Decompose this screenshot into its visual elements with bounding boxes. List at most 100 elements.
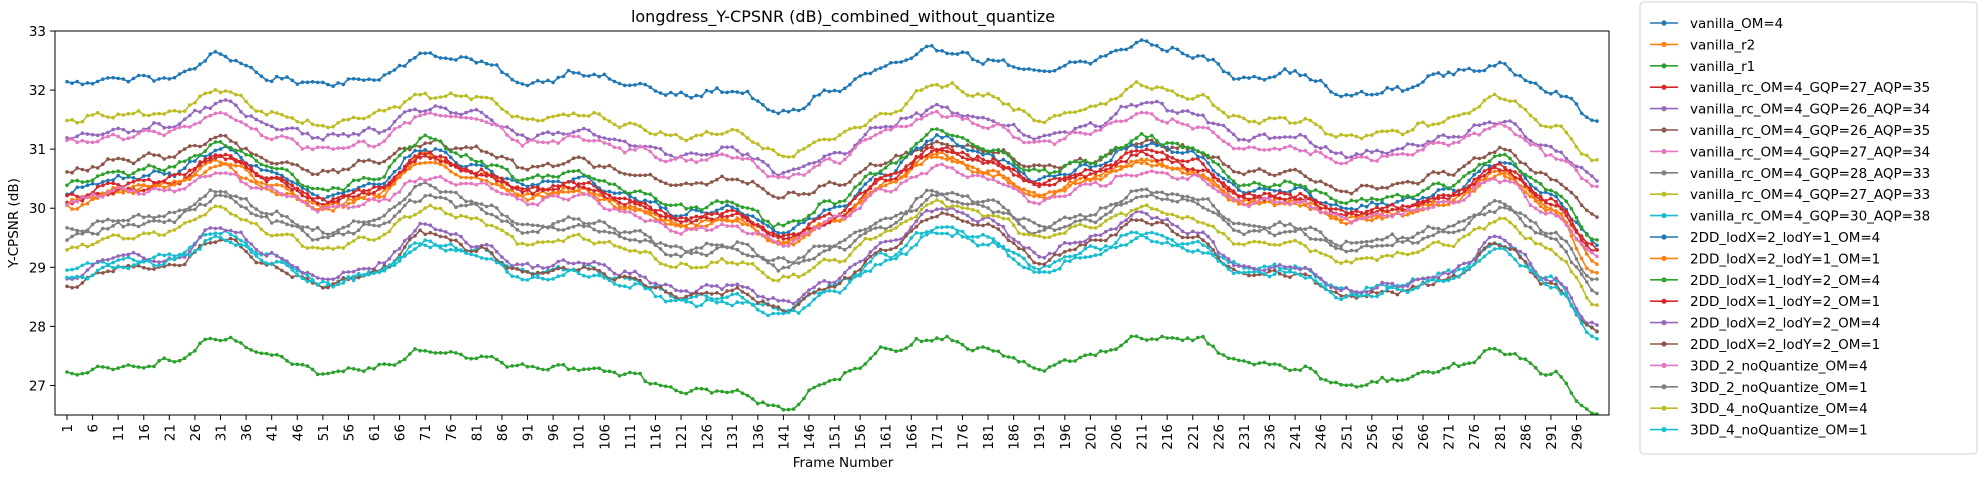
data-point: [576, 155, 581, 159]
data-point: [1477, 252, 1482, 256]
data-point: [285, 168, 289, 172]
data-point: [1057, 169, 1062, 174]
data-point: [208, 174, 213, 178]
data-point: [1533, 171, 1538, 175]
data-point: [1329, 203, 1333, 207]
data-point: [1042, 167, 1047, 172]
data-point: [924, 133, 929, 137]
data-point: [433, 96, 438, 100]
data-point: [878, 345, 883, 349]
data-point: [551, 268, 555, 273]
data-point: [730, 127, 734, 132]
data-point: [1385, 281, 1389, 286]
data-point: [1451, 134, 1456, 139]
data-point: [1180, 109, 1185, 113]
data-point: [1574, 399, 1579, 403]
data-point: [1201, 155, 1205, 160]
data-point: [1155, 159, 1159, 163]
data-point: [786, 299, 791, 304]
data-point: [848, 152, 852, 157]
data-point: [1124, 232, 1128, 237]
data-point: [1590, 212, 1594, 216]
data-point: [863, 198, 868, 202]
data-point: [438, 148, 443, 153]
data-point: [633, 199, 637, 204]
data-point: [1206, 342, 1210, 346]
data-point: [730, 145, 734, 149]
data-point: [336, 170, 341, 175]
data-point: [1272, 74, 1277, 79]
data-point: [530, 175, 535, 180]
data-point: [1155, 163, 1159, 167]
data-point: [1349, 206, 1354, 211]
data-point: [1078, 176, 1082, 181]
data-point: [75, 185, 79, 190]
data-point: [1191, 111, 1195, 116]
data-point: [1134, 112, 1139, 116]
data-point: [858, 74, 862, 78]
data-point: [1063, 136, 1067, 141]
data-point: [970, 94, 975, 98]
data-point: [750, 179, 755, 184]
data-point: [1124, 47, 1128, 52]
data-point: [873, 181, 878, 185]
data-point: [1129, 159, 1134, 164]
data-point: [428, 136, 433, 140]
data-point: [1324, 182, 1328, 187]
data-point: [479, 163, 484, 167]
data-point: [771, 148, 775, 152]
plot-area: [65, 38, 1599, 415]
series-0: [65, 38, 1599, 123]
data-point: [454, 190, 458, 195]
data-point: [776, 175, 781, 180]
data-point: [914, 117, 919, 122]
data-point: [1513, 247, 1517, 252]
data-point: [1057, 166, 1062, 170]
data-point: [1063, 250, 1067, 254]
data-point: [336, 204, 341, 209]
data-point: [1242, 198, 1246, 203]
data-point: [981, 161, 985, 165]
data-point: [674, 203, 678, 207]
data-point: [157, 122, 161, 126]
data-point: [1277, 190, 1282, 195]
data-point: [1554, 282, 1558, 287]
data-point: [1390, 377, 1395, 381]
data-point: [213, 240, 218, 244]
data-point: [142, 188, 146, 193]
data-point: [1011, 182, 1016, 186]
data-point: [1339, 220, 1343, 224]
data-point: [965, 148, 970, 153]
data-point: [955, 52, 960, 56]
data-point: [1124, 105, 1128, 109]
data-point: [1139, 141, 1144, 146]
data-point: [807, 292, 811, 296]
data-point: [1185, 172, 1190, 176]
data-point: [351, 143, 356, 148]
data-point: [367, 144, 371, 148]
data-point: [346, 201, 351, 206]
data-point: [776, 222, 781, 226]
data-point: [1441, 133, 1446, 137]
data-point: [904, 124, 908, 129]
data-point: [489, 186, 494, 191]
data-point: [899, 237, 903, 241]
data-point: [1400, 181, 1405, 185]
data-point: [1119, 200, 1123, 204]
data-point: [1549, 153, 1553, 157]
data-point: [280, 76, 284, 81]
data-point: [310, 201, 315, 205]
data-point: [515, 178, 520, 183]
data-point: [264, 351, 269, 356]
data-point: [843, 204, 847, 208]
data-point: [525, 184, 530, 189]
data-point: [832, 377, 837, 382]
data-point: [321, 286, 325, 290]
data-point: [1411, 195, 1415, 200]
data-point: [1339, 132, 1343, 137]
data-point: [1400, 235, 1405, 240]
data-point: [387, 133, 392, 137]
data-point: [346, 224, 351, 228]
data-point: [269, 212, 274, 217]
data-point: [351, 200, 356, 205]
